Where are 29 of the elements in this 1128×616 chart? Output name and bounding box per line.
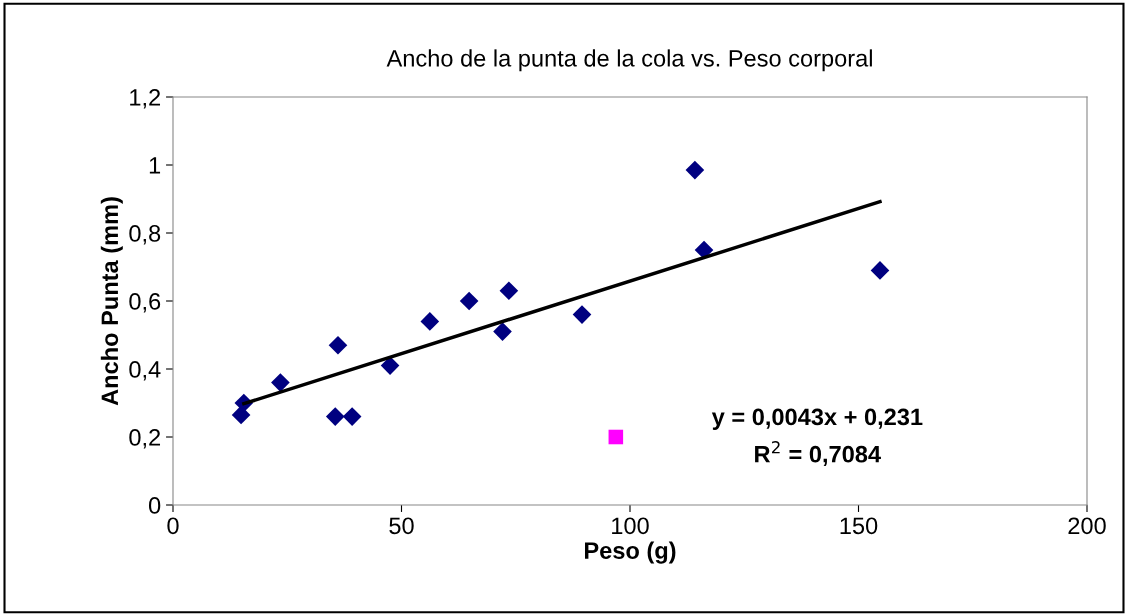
x-axis-title: Peso (g) (585, 541, 676, 564)
point (420, 312, 440, 331)
point (685, 160, 705, 180)
x-tick-label: 0 (167, 517, 179, 535)
annotation: y = 0,0043x + 0,231 R$^{2}$ = 0,7084 (711, 408, 923, 466)
y-tick-label: 0,2 (129, 429, 161, 449)
x-tick-label: 200 (1068, 517, 1106, 535)
point (271, 373, 290, 392)
x-tick-label: 150 (840, 517, 878, 535)
point (572, 305, 592, 324)
y-tick-label: 0,4 (129, 361, 161, 381)
y-tick-label: 0,6 (129, 293, 161, 313)
point (870, 261, 890, 280)
y-tick-label: 0 (148, 497, 161, 514)
point (499, 281, 519, 301)
y-tick-label: 1 (149, 157, 161, 174)
point (694, 240, 714, 260)
point (493, 322, 512, 341)
y-tick-label: 0,8 (129, 225, 161, 245)
point (325, 407, 345, 426)
point (608, 429, 624, 445)
point (328, 335, 348, 355)
point (342, 407, 362, 426)
x-tick-label: 50 (389, 517, 414, 535)
point (459, 291, 479, 311)
chart-title: Ancho de la punta de la cola vs. Peso corporal (386, 49, 872, 72)
x-tick-label: 100 (612, 517, 649, 535)
y-tick-label: 1,2 (130, 89, 161, 109)
y-axis-title: Ancho Punta (mm) (100, 197, 123, 406)
